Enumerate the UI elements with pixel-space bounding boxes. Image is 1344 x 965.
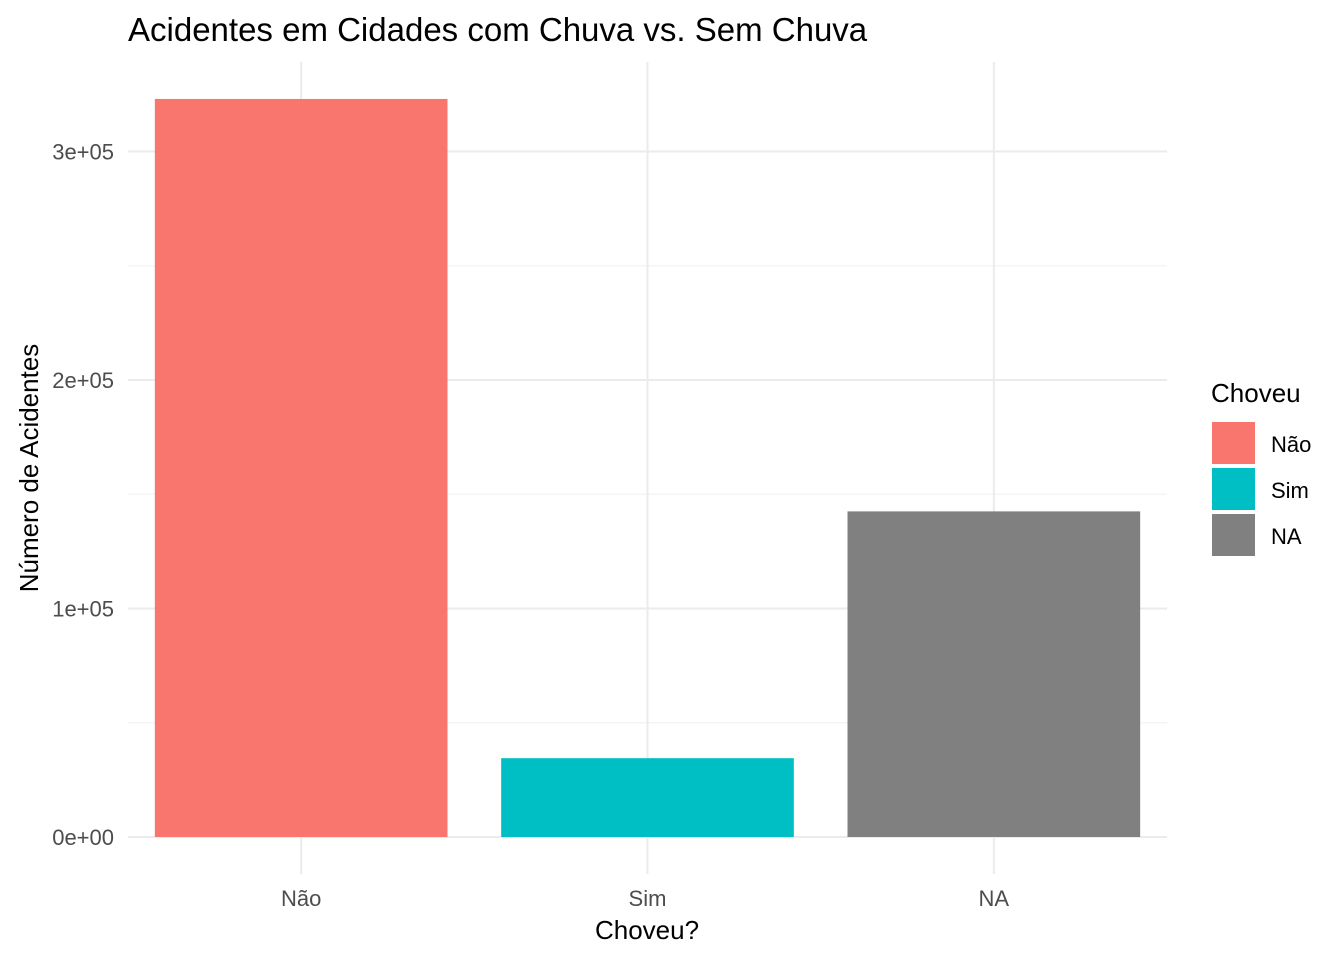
y-tick-label: 3e+05	[52, 140, 114, 165]
x-tick-label: NA	[979, 886, 1010, 911]
bar-1	[154, 98, 448, 837]
legend-title: Choveu	[1211, 378, 1301, 408]
legend: Choveu Não Sim NA	[1211, 378, 1311, 556]
x-axis-title: Choveu?	[595, 915, 699, 945]
legend-items: Não Sim NA	[1212, 422, 1311, 556]
y-tick-label: 2e+05	[52, 368, 114, 393]
bars-layer	[154, 98, 1141, 837]
x-tick-label: Não	[281, 886, 321, 911]
legend-swatch	[1212, 422, 1255, 464]
x-tick-label: Sim	[629, 886, 667, 911]
legend-swatch	[1212, 514, 1255, 556]
legend-label: NA	[1271, 524, 1302, 549]
y-tick-label: 0e+00	[52, 825, 114, 850]
bar-2	[501, 758, 794, 837]
chart-title: Acidentes em Cidades com Chuva vs. Sem C…	[128, 11, 868, 48]
legend-label: Não	[1271, 432, 1311, 457]
axis-layer: 0e+00 1e+05 2e+05 3e+05 Não Sim NA	[52, 140, 1009, 912]
legend-swatch	[1212, 468, 1255, 510]
y-tick-label: 1e+05	[52, 597, 114, 622]
bar-3	[847, 511, 1141, 837]
y-axis-title: Número de Acidentes	[14, 344, 44, 593]
legend-label: Sim	[1271, 478, 1309, 503]
